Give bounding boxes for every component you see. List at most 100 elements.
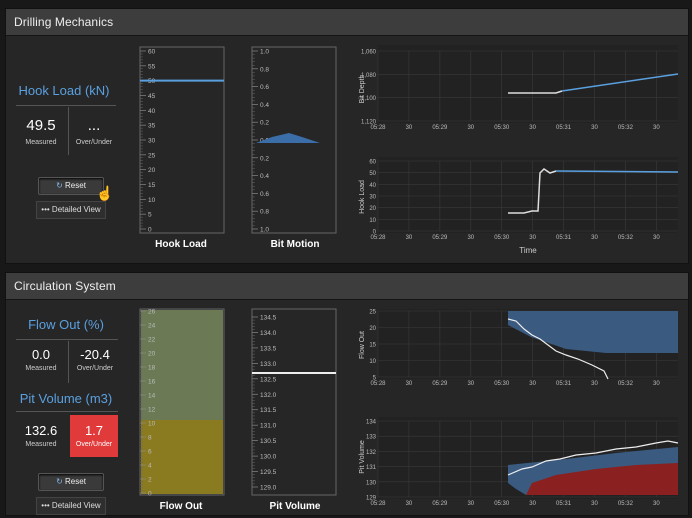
hook-load-title: Hook Load (kN) xyxy=(18,83,110,98)
flow-gauge-tick: 22 xyxy=(148,337,156,344)
bit-depth-xtick: 30 xyxy=(653,125,660,131)
flow-gauge-tick: 14 xyxy=(148,393,156,400)
reset-button[interactable]: ↻ Reset xyxy=(38,177,104,195)
hook-load-ytick: 30 xyxy=(369,195,376,201)
hook-load-ylabel: Hook Load xyxy=(359,180,366,214)
detailed-view-button[interactable]: ••• Detailed View xyxy=(36,497,106,515)
pit-gauge-tick: 131.0 xyxy=(260,423,277,430)
hook-load-gauge-label: Hook Load xyxy=(155,239,207,250)
pit-volume-xtick: 30 xyxy=(529,501,536,507)
flow-gauge-tick: 20 xyxy=(148,351,156,358)
hook-load-xtick: 30 xyxy=(529,235,536,241)
flow-out-xtick: 30 xyxy=(529,381,536,387)
pit-volume-ytick: 134 xyxy=(366,420,377,426)
pit-volume-xtick: 30 xyxy=(591,501,598,507)
bit-gauge-tick: 0.4 xyxy=(260,102,269,109)
pit-gauge-tick: 134.5 xyxy=(260,315,277,322)
drilling-mechanics-header: Drilling Mechanics xyxy=(6,9,688,36)
flow-gauge-tick: 0 xyxy=(148,491,152,498)
hook-load-ytick: 50 xyxy=(369,171,376,177)
pit-volume-gauge: 134.5 134.0 133.5 133.0 132.5 132.0 131.5 131.0… xyxy=(251,308,337,496)
flow-out-xtick: 05:31 xyxy=(556,381,572,387)
flow-out-xtick: 30 xyxy=(406,381,413,387)
bit-gauge-tick: 0.8 xyxy=(260,209,269,216)
divider xyxy=(16,411,118,412)
bit-gauge-tick: 0.4 xyxy=(260,173,269,180)
hook-load-ytick: 0 xyxy=(373,230,377,236)
detailed-view-button[interactable]: ••• Detailed View xyxy=(36,201,106,219)
flow-measured-label: Measured xyxy=(25,365,57,372)
bit-gauge-tick: 1.0 xyxy=(260,49,269,56)
hook-gauge-tick: 30 xyxy=(148,138,156,145)
flow-out-xtick: 30 xyxy=(591,381,598,387)
flow-out-xtick: 05:30 xyxy=(494,381,510,387)
bit-gauge-tick: 0.2 xyxy=(260,155,269,162)
bit-gauge-tick: 1.0 xyxy=(260,227,269,234)
divider xyxy=(16,105,116,106)
pit-overunder-label: Over/Under xyxy=(75,441,113,448)
bit-gauge-tick: 0.8 xyxy=(260,66,269,73)
section-title: Drilling Mechanics xyxy=(14,15,114,29)
flow-overunder-value: -20.4 xyxy=(80,347,110,362)
hook-gauge-tick: 0 xyxy=(148,227,152,234)
pit-volume-xtick: 05:28 xyxy=(370,501,386,507)
hook-load-ytick: 60 xyxy=(369,160,376,166)
bit-depth-xtick: 05:32 xyxy=(618,125,634,131)
pit-volume-ylabel: Pit Volume xyxy=(359,440,366,474)
flow-out-ylabel: Flow Out xyxy=(359,331,366,359)
hook-load-xtick: 30 xyxy=(467,235,474,241)
bit-motion-gauge: 1.00.80.60.40.20.00.20.40.60.81.0 xyxy=(251,46,337,234)
hook-gauge-tick: 15 xyxy=(148,182,156,189)
hook-load-xtick: 30 xyxy=(653,235,660,241)
pit-volume-xtick: 05:32 xyxy=(618,501,634,507)
pit-overunder-value: 1.7 xyxy=(84,423,104,438)
overunder-label: Over/Under xyxy=(75,139,113,146)
flow-out-xtick: 30 xyxy=(467,381,474,387)
pit-gauge-tick: 130.5 xyxy=(260,438,277,445)
bit-depth-xtick: 05:29 xyxy=(432,125,448,131)
flow-out-xtick: 05:28 xyxy=(370,381,386,387)
flow-out-ytick: 10 xyxy=(369,359,376,365)
hook-gauge-tick: 25 xyxy=(148,152,156,159)
hook-gauge-tick: 5 xyxy=(148,212,152,219)
flow-measured-value: 0.0 xyxy=(31,347,51,362)
detailed-label: Detailed View xyxy=(51,205,101,214)
flow-gauge-tick: 6 xyxy=(148,449,152,456)
bit-depth-xtick: 05:28 xyxy=(370,125,386,131)
hook-load-xtick: 05:29 xyxy=(432,235,448,241)
dots-icon: ••• xyxy=(41,501,50,510)
bit-depth-xtick: 30 xyxy=(591,125,598,131)
circulation-system-header: Circulation System xyxy=(6,273,688,300)
pit-gauge-tick: 134.0 xyxy=(260,330,277,337)
detailed-label: Detailed View xyxy=(51,501,101,510)
flow-out-xtick: 05:29 xyxy=(432,381,448,387)
reset-button[interactable]: ↻ Reset xyxy=(38,473,104,491)
flow-gauge-tick: 2 xyxy=(148,477,152,484)
measured-label: Measured xyxy=(25,139,57,146)
bit-depth-xtick: 30 xyxy=(467,125,474,131)
pit-volume-xtick: 30 xyxy=(467,501,474,507)
reset-label: Reset xyxy=(65,181,86,190)
bit-depth-xtick: 30 xyxy=(406,125,413,131)
hook-load-xtick: 30 xyxy=(591,235,598,241)
pit-gauge-tick: 130.0 xyxy=(260,454,277,461)
bit-gauge-tick: 0.2 xyxy=(260,120,269,127)
refresh-icon: ↻ xyxy=(56,477,63,486)
pit-volume-title: Pit Volume (m3) xyxy=(19,391,113,406)
overunder-value: ... xyxy=(87,117,101,134)
reset-label: Reset xyxy=(65,477,86,486)
hook-load-chart: 60 50 40 30 20 10 005:28 30 05:29 30 05:30 30 05:31 3… xyxy=(359,157,679,255)
circulation-system-section: Circulation System Flow Out (%) 0.0 Meas… xyxy=(5,272,689,516)
divider xyxy=(16,339,118,340)
flow-gauge-tick: 10 xyxy=(148,421,156,428)
divider xyxy=(68,107,69,155)
drilling-mechanics-section: Drilling Mechanics Hook Load (kN) 49.5 M… xyxy=(5,8,689,264)
hook-load-ytick: 10 xyxy=(369,218,376,224)
pit-volume-xtick: 05:30 xyxy=(494,501,510,507)
flow-out-chart: 25 20 15 10 505:28 30 05:29 30 05:30 30 05:31 30 05:… xyxy=(359,309,678,387)
measured-value: 49.5 xyxy=(26,117,56,134)
